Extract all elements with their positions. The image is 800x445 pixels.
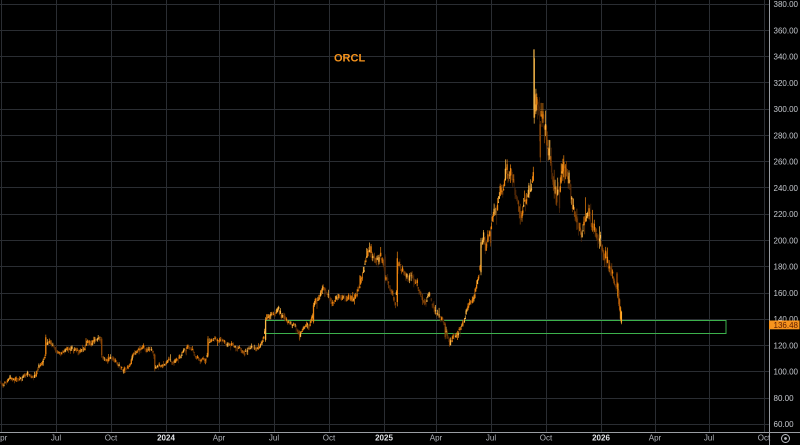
svg-text:ORCL: ORCL [334,53,365,65]
svg-text:Jul: Jul [704,434,714,443]
svg-text:136.48: 136.48 [774,321,799,330]
svg-text:260.00: 260.00 [774,158,799,167]
svg-text:120.00: 120.00 [774,341,799,350]
svg-text:Jul: Jul [51,434,61,443]
svg-text:300.00: 300.00 [774,105,799,114]
svg-text:Oct: Oct [758,434,771,443]
svg-text:200.00: 200.00 [774,236,799,245]
svg-text:340.00: 340.00 [774,53,799,62]
svg-text:Oct: Oct [323,434,336,443]
svg-text:Jul: Jul [486,434,496,443]
svg-text:Apr: Apr [430,434,443,443]
svg-text:280.00: 280.00 [774,131,799,140]
svg-text:100.00: 100.00 [774,368,799,377]
svg-text:Apr: Apr [0,434,8,443]
svg-text:180.00: 180.00 [774,263,799,272]
svg-text:80.00: 80.00 [774,394,795,403]
svg-text:140.00: 140.00 [774,315,799,324]
svg-text:Apr: Apr [649,434,662,443]
svg-text:380.00: 380.00 [774,0,799,9]
svg-text:2026: 2026 [592,434,610,443]
svg-text:Oct: Oct [540,434,553,443]
svg-text:220.00: 220.00 [774,210,799,219]
svg-text:240.00: 240.00 [774,184,799,193]
svg-text:Jul: Jul [269,434,279,443]
svg-text:160.00: 160.00 [774,289,799,298]
svg-text:2024: 2024 [157,434,175,443]
svg-text:Apr: Apr [213,434,226,443]
svg-text:2025: 2025 [375,434,393,443]
svg-text:Oct: Oct [105,434,118,443]
svg-text:320.00: 320.00 [774,79,799,88]
svg-text:60.00: 60.00 [774,420,795,429]
svg-text:360.00: 360.00 [774,26,799,35]
